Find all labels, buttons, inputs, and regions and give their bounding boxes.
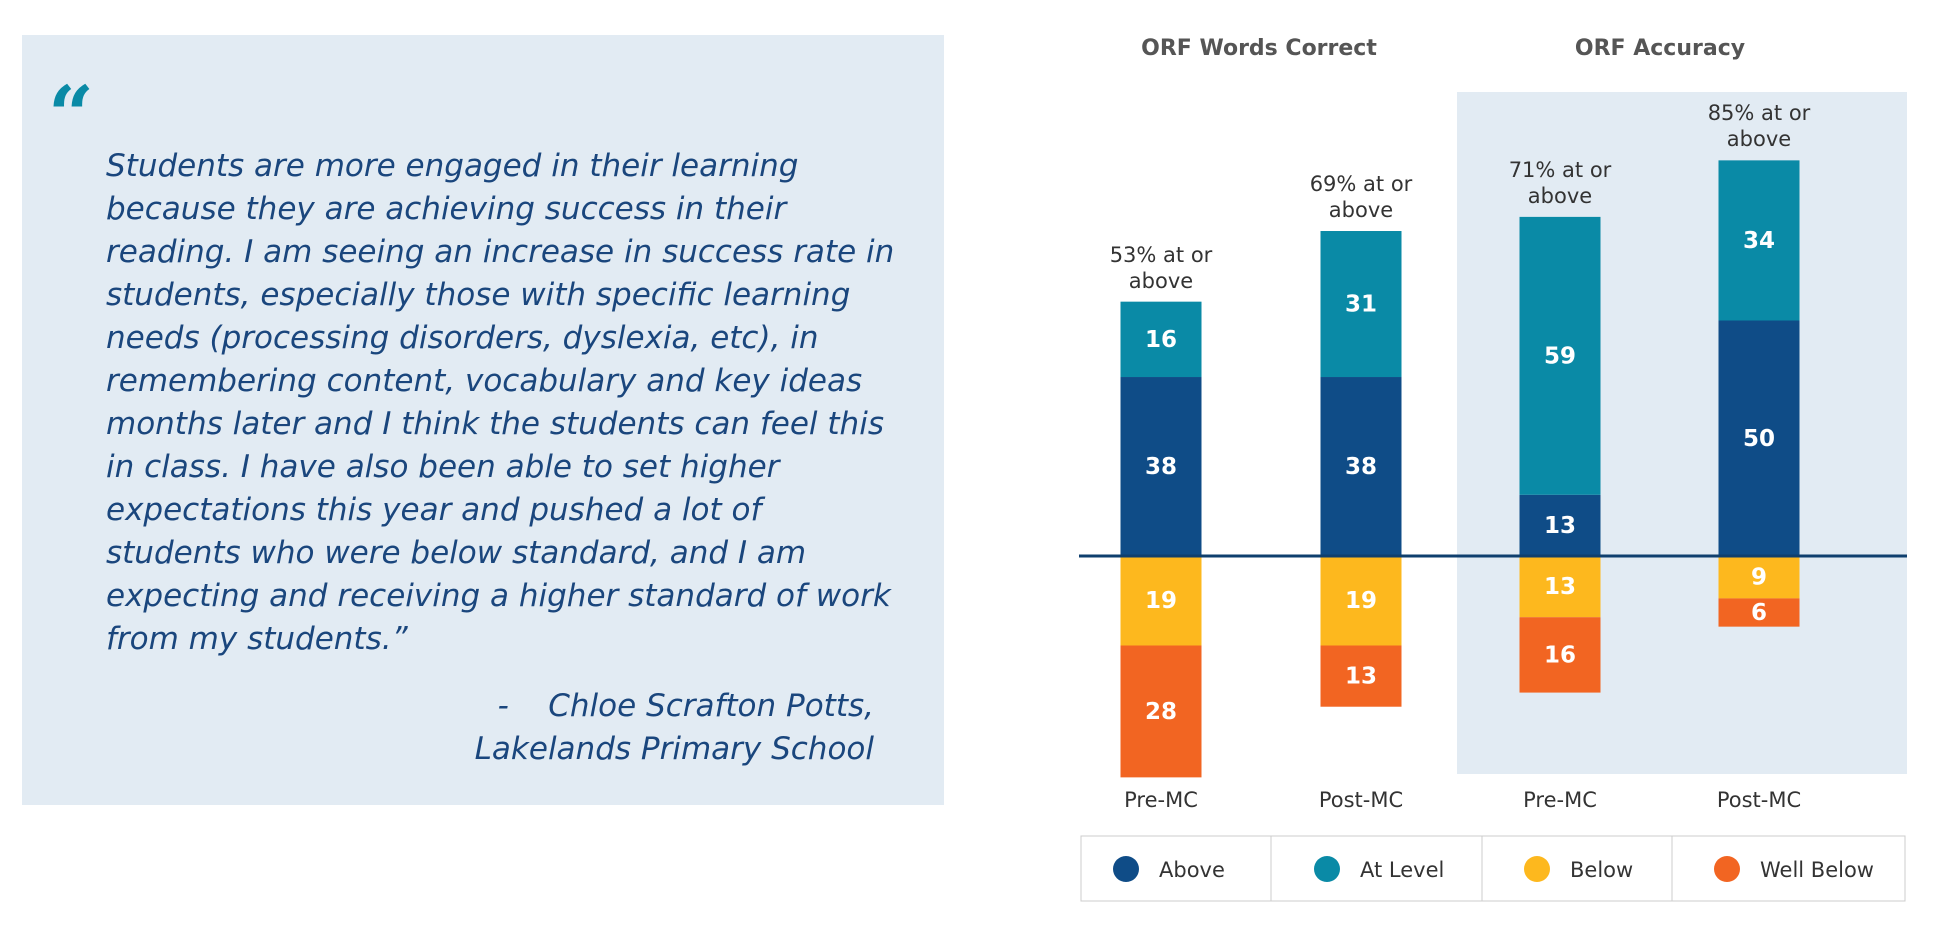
annotation: 85% at or above bbox=[1707, 101, 1811, 152]
group-title: ORF Accuracy bbox=[1575, 36, 1745, 61]
bar-segment bbox=[1320, 231, 1402, 378]
bar-segment bbox=[1718, 320, 1800, 556]
attribution: - Chloe Scrafton Potts, bbox=[497, 688, 874, 724]
x-tick-label: Post-MC bbox=[1319, 788, 1403, 812]
bar-segment bbox=[1519, 216, 1601, 495]
legend-swatch bbox=[1314, 856, 1340, 882]
attribution: Lakelands Primary School bbox=[474, 731, 874, 767]
x-tick-label: Pre-MC bbox=[1124, 788, 1198, 812]
data-label: 31 bbox=[1345, 292, 1377, 318]
data-label: 59 bbox=[1544, 343, 1576, 369]
annotation: 53% at or above bbox=[1109, 242, 1213, 293]
bar-segment bbox=[1320, 556, 1402, 646]
data-label: 13 bbox=[1544, 574, 1576, 600]
legend-label: At Level bbox=[1360, 858, 1444, 882]
data-label: 50 bbox=[1743, 426, 1775, 452]
data-label: 19 bbox=[1345, 588, 1377, 614]
bar-segment bbox=[1320, 377, 1402, 556]
data-label: 34 bbox=[1743, 228, 1775, 254]
quote-box: “ Students are more engaged in their lea… bbox=[22, 35, 944, 805]
bar-segment bbox=[1718, 598, 1800, 627]
bar-segment bbox=[1120, 645, 1202, 778]
bar-segment bbox=[1120, 377, 1202, 556]
quote-mark: “ bbox=[48, 68, 95, 162]
data-label: 13 bbox=[1345, 664, 1377, 690]
data-label: 16 bbox=[1544, 642, 1576, 668]
bar-segment bbox=[1120, 556, 1202, 646]
data-label: 16 bbox=[1145, 327, 1177, 353]
annotation: 71% at or above bbox=[1508, 157, 1612, 208]
data-label: 13 bbox=[1544, 513, 1576, 539]
legend-box bbox=[1080, 835, 1906, 902]
data-label: 9 bbox=[1751, 565, 1767, 591]
bar-segment bbox=[1519, 617, 1601, 693]
legend-label: Below bbox=[1570, 858, 1633, 882]
legend-swatch bbox=[1714, 856, 1740, 882]
data-label: 19 bbox=[1145, 588, 1177, 614]
bar-segment bbox=[1519, 494, 1601, 556]
x-tick-label: Post-MC bbox=[1717, 788, 1801, 812]
quote-text: Students are more engaged in their learn… bbox=[106, 148, 895, 657]
annotation: 69% at or above bbox=[1309, 172, 1413, 222]
bar-segment bbox=[1519, 556, 1601, 618]
group-title: ORF Words Correct bbox=[1141, 36, 1377, 61]
x-tick-label: Pre-MC bbox=[1523, 788, 1597, 812]
data-label: 6 bbox=[1751, 600, 1767, 626]
legend-swatch bbox=[1524, 856, 1550, 882]
data-label: 28 bbox=[1145, 699, 1177, 725]
legend-swatch bbox=[1113, 856, 1139, 882]
bar-segment bbox=[1120, 301, 1202, 378]
data-label: 38 bbox=[1145, 454, 1177, 480]
bar-segment bbox=[1718, 160, 1800, 321]
data-label: 38 bbox=[1345, 454, 1377, 480]
bar-segment bbox=[1320, 645, 1402, 707]
bar-segment bbox=[1718, 556, 1800, 599]
legend-label: Well Below bbox=[1760, 858, 1874, 882]
legend-label: Above bbox=[1159, 858, 1225, 882]
